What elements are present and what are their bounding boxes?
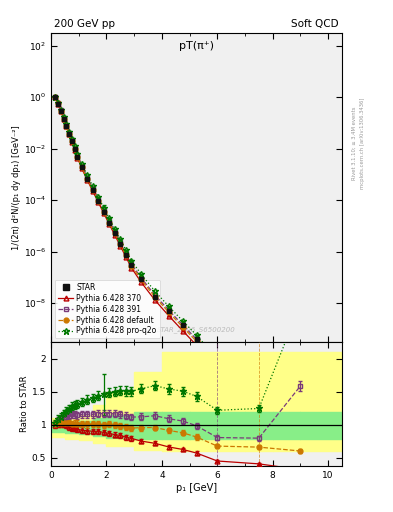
- Text: mcplots.cern.ch [arXiv:1306.3436]: mcplots.cern.ch [arXiv:1306.3436]: [360, 98, 365, 189]
- Text: Rivet 3.1.10; ≥ 3.4M events: Rivet 3.1.10; ≥ 3.4M events: [352, 106, 357, 180]
- X-axis label: p₁ [GeV]: p₁ [GeV]: [176, 482, 217, 493]
- Y-axis label: Ratio to STAR: Ratio to STAR: [20, 376, 29, 432]
- Text: 200 GeV pp: 200 GeV pp: [54, 18, 115, 29]
- Text: Soft QCD: Soft QCD: [291, 18, 339, 29]
- Legend: STAR, Pythia 6.428 370, Pythia 6.428 391, Pythia 6.428 default, Pythia 6.428 pro: STAR, Pythia 6.428 370, Pythia 6.428 391…: [55, 280, 160, 338]
- Y-axis label: 1/(2π) d²N/(p₁ dy dp₁) [GeV⁻²]: 1/(2π) d²N/(p₁ dy dp₁) [GeV⁻²]: [12, 125, 21, 250]
- Text: pT(π⁺): pT(π⁺): [179, 41, 214, 51]
- Text: STAR_2006_S6500200: STAR_2006_S6500200: [157, 326, 236, 333]
